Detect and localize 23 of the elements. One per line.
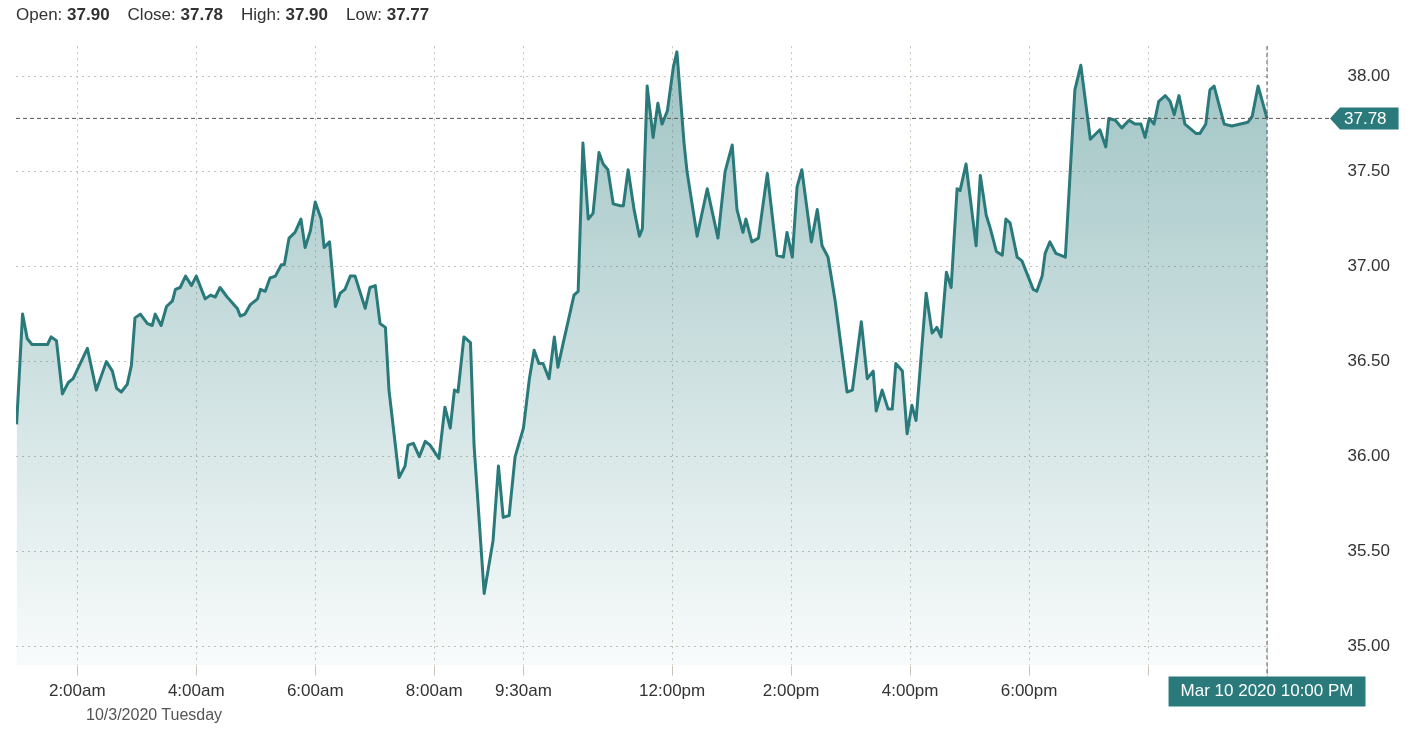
x-tick-label: 4:00am xyxy=(167,681,225,701)
y-tick-label: 38.00 xyxy=(1347,66,1390,86)
text: 10/3/2020 Tuesday xyxy=(86,706,223,724)
x-tick-label: Mar 10 2020 10:00 PM xyxy=(1180,681,1354,701)
text: Open: 37.90 xyxy=(16,5,110,24)
y-tick-label: 36.50 xyxy=(1347,351,1390,371)
x-tick-label: 9:30am xyxy=(495,681,552,701)
x-tick-label: 2:00am xyxy=(48,681,106,701)
y-tick-label: 37.00 xyxy=(1347,256,1390,276)
x-tick-label: 4:00pm xyxy=(881,681,939,701)
text: High: 37.90 xyxy=(241,5,329,24)
text: Close: 37.78 xyxy=(127,5,224,24)
text: Low: 37.77 xyxy=(346,5,430,24)
y-tick-label: 36.00 xyxy=(1347,446,1390,466)
x-tick-label: 2:00pm xyxy=(762,681,820,701)
x-tick-label: 6:00pm xyxy=(1000,681,1058,701)
ref-line-label: 37.78 xyxy=(1344,109,1387,129)
x-tick-label: 8:00am xyxy=(405,681,463,701)
y-tick-label: 37.50 xyxy=(1347,161,1390,181)
y-tick-label: 35.50 xyxy=(1347,541,1390,561)
x-tick-label: 12:00pm xyxy=(639,681,706,701)
x-tick-label: 6:00am xyxy=(286,681,344,701)
y-tick-label: 35.00 xyxy=(1347,636,1390,656)
